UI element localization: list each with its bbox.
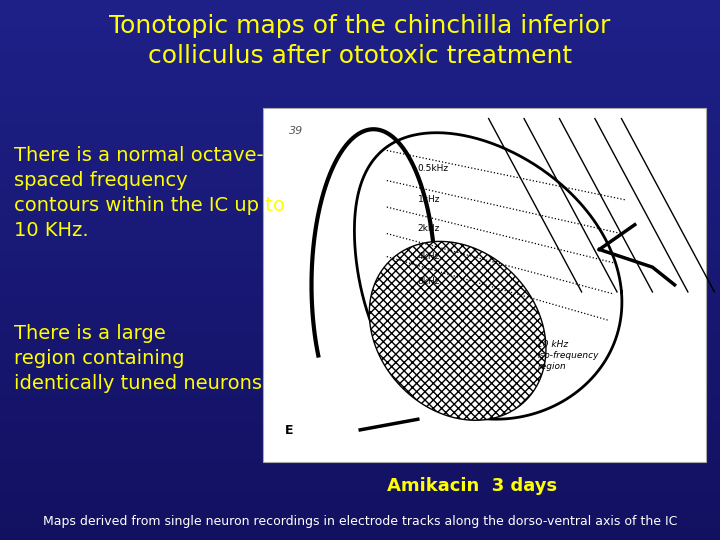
- Text: 8kHz: 8kHz: [418, 277, 440, 286]
- Text: There is a normal octave-
spaced frequency
contours within the IC up to
10 KHz.: There is a normal octave- spaced frequen…: [14, 146, 285, 240]
- Bar: [0, 495, 720, 504]
- Bar: [0, 234, 720, 243]
- Bar: [0, 306, 720, 315]
- Bar: [0, 207, 720, 216]
- Bar: [0, 261, 720, 270]
- Bar: [0, 252, 720, 261]
- Bar: [0, 36, 720, 45]
- Text: 4kHz: 4kHz: [418, 252, 440, 261]
- Bar: [0, 0, 720, 9]
- Bar: [0, 81, 720, 90]
- Bar: [0, 225, 720, 234]
- Polygon shape: [369, 241, 546, 420]
- FancyBboxPatch shape: [263, 108, 706, 462]
- Bar: [0, 297, 720, 306]
- Bar: [0, 216, 720, 225]
- Bar: [0, 342, 720, 351]
- Bar: [0, 441, 720, 450]
- Bar: [0, 63, 720, 72]
- Bar: [0, 396, 720, 405]
- Bar: [0, 135, 720, 144]
- Text: 2kHz: 2kHz: [418, 224, 440, 233]
- Bar: [0, 486, 720, 495]
- Bar: [0, 72, 720, 81]
- Bar: [0, 189, 720, 198]
- Text: 0.5kHz: 0.5kHz: [418, 164, 449, 173]
- Bar: [0, 405, 720, 414]
- Text: Maps derived from single neuron recordings in electrode tracks along the dorso-v: Maps derived from single neuron recordin…: [42, 515, 678, 528]
- Bar: [0, 459, 720, 468]
- Bar: [0, 45, 720, 54]
- Bar: [0, 531, 720, 540]
- Bar: [0, 162, 720, 171]
- Bar: [0, 324, 720, 333]
- Bar: [0, 90, 720, 99]
- Text: 1kHz: 1kHz: [418, 195, 440, 205]
- Bar: [0, 351, 720, 360]
- Bar: [0, 360, 720, 369]
- Bar: [0, 522, 720, 531]
- Bar: [0, 387, 720, 396]
- Text: E: E: [285, 424, 294, 437]
- Bar: [0, 423, 720, 432]
- Bar: [0, 414, 720, 423]
- Text: Amikacin  3 days: Amikacin 3 days: [387, 477, 557, 495]
- Bar: [0, 54, 720, 63]
- Bar: [0, 378, 720, 387]
- Bar: [0, 450, 720, 459]
- Bar: [0, 315, 720, 324]
- Text: Tonotopic maps of the chinchilla inferior
colliculus after ototoxic treatment: Tonotopic maps of the chinchilla inferio…: [109, 14, 611, 68]
- Bar: [0, 243, 720, 252]
- Bar: [0, 108, 720, 117]
- Bar: [0, 333, 720, 342]
- Bar: [0, 468, 720, 477]
- Bar: [0, 432, 720, 441]
- Bar: [0, 126, 720, 135]
- Bar: [0, 180, 720, 189]
- Bar: [0, 270, 720, 279]
- Bar: [0, 9, 720, 18]
- Bar: [0, 117, 720, 126]
- Bar: [0, 99, 720, 108]
- Bar: [0, 369, 720, 378]
- Text: There is a large
region containing
identically tuned neurons: There is a large region containing ident…: [14, 324, 262, 393]
- Bar: [0, 279, 720, 288]
- Text: 10 kHz
iso-frequency
region: 10 kHz iso-frequency region: [537, 340, 599, 371]
- Bar: [0, 153, 720, 162]
- Bar: [0, 27, 720, 36]
- Bar: [0, 18, 720, 27]
- Bar: [0, 477, 720, 486]
- Text: 39: 39: [289, 126, 304, 136]
- Bar: [0, 171, 720, 180]
- Bar: [0, 513, 720, 522]
- Bar: [0, 198, 720, 207]
- Bar: [0, 504, 720, 513]
- Bar: [0, 288, 720, 297]
- Bar: [0, 144, 720, 153]
